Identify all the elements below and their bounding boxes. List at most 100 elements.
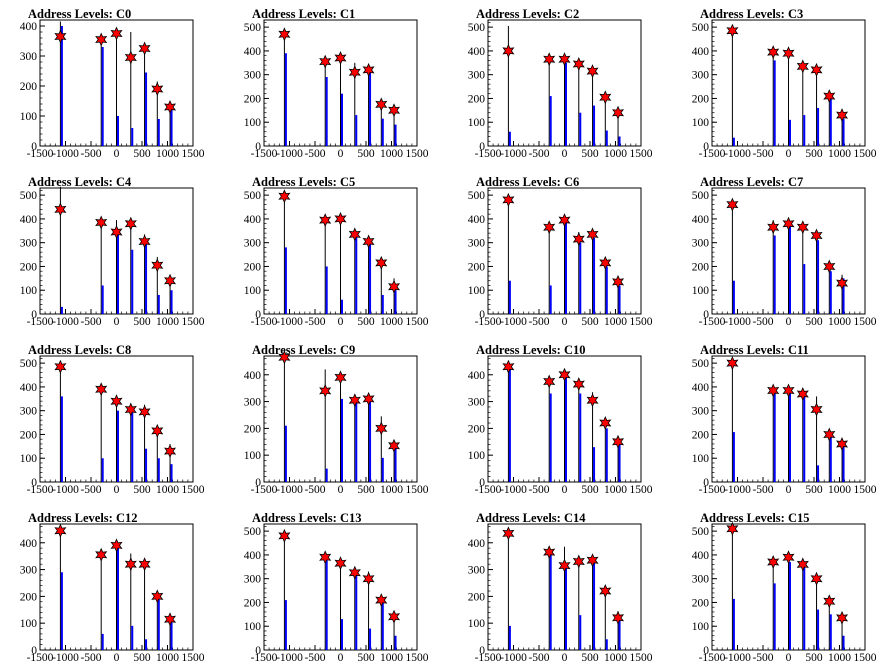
x-tick-label: 500 — [357, 316, 375, 328]
y-tick-label: 100 — [692, 285, 710, 297]
peak-marker — [54, 523, 67, 538]
x-tick-label: -1500 — [251, 316, 278, 328]
peak-marker — [726, 197, 739, 212]
x-tick-label: -500 — [752, 484, 773, 496]
panel-c11: Address Levels: C11 0 100 200 300 400 500 -1500… — [692, 343, 877, 496]
peak-marker — [572, 232, 585, 247]
y-tick-label: 400 — [244, 550, 262, 562]
x-tick-label: 0 — [114, 148, 120, 160]
x-tick-label: -1000 — [500, 652, 527, 664]
y-tick-label: 200 — [468, 591, 486, 603]
panel-title: Address Levels: C12 — [28, 511, 138, 525]
panel-title: Address Levels: C15 — [700, 511, 810, 525]
peak-marker — [362, 571, 375, 586]
peak-marker — [502, 359, 515, 374]
x-tick-label: -500 — [304, 316, 325, 328]
x-tick-label: 500 — [805, 484, 823, 496]
x-tick-label: -1000 — [52, 652, 79, 664]
x-tick-label: 1500 — [854, 316, 877, 328]
peak-marker — [823, 594, 836, 609]
peak-marker — [375, 421, 388, 436]
peak-marker — [543, 220, 556, 235]
x-tick-label: -1500 — [699, 484, 726, 496]
x-tick-label: 1000 — [604, 316, 627, 328]
panel-c1: Address Levels: C10100200300400500-1500-… — [244, 7, 429, 160]
peak-marker — [54, 359, 67, 374]
x-tick-label: 0 — [114, 316, 120, 328]
x-tick-label: -1000 — [500, 316, 527, 328]
x-tick-label: 500 — [357, 652, 375, 664]
x-tick-label: 0 — [562, 316, 568, 328]
y-tick-label: 300 — [244, 238, 262, 250]
panel-c4: Address Levels: C40100200300400500-1500-… — [20, 175, 205, 328]
peak-marker — [348, 565, 361, 580]
x-tick-label: -1500 — [699, 148, 726, 160]
x-tick-label: 1000 — [380, 652, 403, 664]
x-tick-label: 500 — [581, 148, 599, 160]
y-tick-label: 300 — [468, 238, 486, 250]
peak-marker — [558, 558, 571, 573]
y-tick-label: 100 — [244, 621, 262, 633]
y-tick-label: 0 — [479, 477, 485, 489]
x-tick-label: 500 — [805, 652, 823, 664]
y-tick-label: 300 — [244, 70, 262, 82]
panel-title: Address Levels: C9 — [252, 343, 355, 357]
peak-marker — [319, 213, 332, 228]
x-tick-label: 1000 — [604, 484, 627, 496]
y-tick-label: 400 — [20, 214, 38, 226]
x-tick-label: 0 — [786, 484, 792, 496]
x-tick-label: 500 — [357, 148, 375, 160]
y-tick-label: 300 — [692, 70, 710, 82]
peak-marker — [334, 211, 347, 226]
y-tick-label: 400 — [692, 214, 710, 226]
x-tick-label: 1500 — [406, 316, 429, 328]
peak-marker — [138, 234, 151, 249]
y-tick-label: 200 — [244, 261, 262, 273]
peak-marker — [836, 108, 849, 123]
peak-marker — [164, 444, 177, 459]
peak-marker — [612, 274, 625, 289]
y-tick-label: 0 — [31, 141, 37, 153]
y-tick-label: 100 — [244, 285, 262, 297]
x-tick-label: 0 — [786, 316, 792, 328]
peak-marker — [543, 545, 556, 560]
peak-marker — [599, 416, 612, 430]
y-tick-label: 200 — [692, 93, 710, 105]
peak-marker — [558, 213, 571, 228]
peak-marker — [726, 521, 739, 536]
x-tick-label: -500 — [752, 148, 773, 160]
y-tick-label: 200 — [20, 429, 38, 441]
x-tick-label: -500 — [80, 148, 101, 160]
y-tick-label: 400 — [244, 46, 262, 58]
y-tick-label: 400 — [20, 382, 38, 394]
peak-marker — [388, 609, 401, 624]
x-tick-label: -1500 — [475, 484, 502, 496]
x-tick-label: -1500 — [251, 484, 278, 496]
panel-title: Address Levels: C11 — [700, 343, 809, 357]
x-tick-label: 1000 — [604, 652, 627, 664]
y-tick-label: 400 — [468, 46, 486, 58]
y-tick-label: 0 — [31, 309, 37, 321]
x-tick-label: -1000 — [724, 484, 751, 496]
panel-c5: Address Levels: C50100200300400500-1500-… — [244, 175, 429, 328]
x-tick-label: -1000 — [276, 484, 303, 496]
x-tick-label: 1000 — [156, 484, 179, 496]
panel-title: Address Levels: C3 — [700, 7, 803, 21]
peak-marker — [836, 276, 849, 291]
peak-marker — [138, 557, 151, 572]
panel-title: Address Levels: C14 — [476, 511, 586, 525]
panel-c9: Address Levels: C9 0 100 200 300 400 -1500-100… — [244, 343, 429, 496]
peak-marker — [375, 255, 388, 270]
y-tick-label: 200 — [244, 93, 262, 105]
x-tick-label: -1500 — [251, 652, 278, 664]
peak-marker — [334, 370, 347, 385]
x-tick-label: -1500 — [251, 148, 278, 160]
x-tick-label: -1500 — [27, 652, 54, 664]
peak-marker — [124, 216, 137, 231]
x-tick-label: -1500 — [475, 316, 502, 328]
peak-marker — [319, 383, 332, 398]
peak-marker — [375, 593, 388, 608]
x-tick-label: 1000 — [156, 316, 179, 328]
peak-marker — [572, 377, 585, 392]
y-tick-label: 500 — [20, 190, 38, 202]
